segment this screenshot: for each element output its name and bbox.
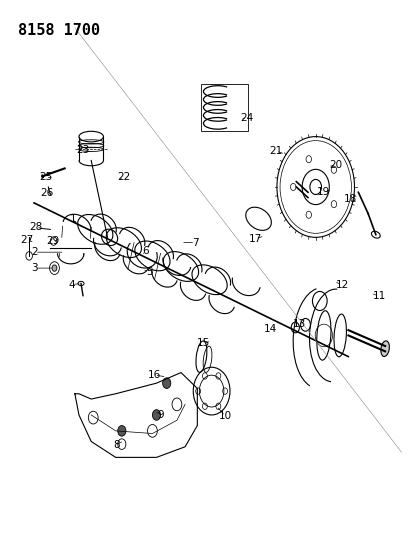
Text: 22: 22 xyxy=(117,172,130,182)
Text: 1: 1 xyxy=(69,214,76,224)
Circle shape xyxy=(52,265,57,271)
Text: 23: 23 xyxy=(76,145,90,155)
Text: 26: 26 xyxy=(41,188,54,198)
Text: 12: 12 xyxy=(336,280,349,290)
Text: 14: 14 xyxy=(264,324,277,334)
Circle shape xyxy=(152,410,161,420)
Text: 15: 15 xyxy=(197,338,210,349)
Text: 20: 20 xyxy=(330,160,343,169)
Text: 6: 6 xyxy=(142,246,148,256)
Text: 24: 24 xyxy=(240,113,254,123)
Text: 28: 28 xyxy=(30,222,43,232)
Text: 17: 17 xyxy=(249,234,262,244)
Text: 21: 21 xyxy=(270,146,283,156)
Text: 5: 5 xyxy=(146,267,152,277)
Text: 11: 11 xyxy=(372,291,386,301)
Text: 13: 13 xyxy=(293,319,306,329)
Text: 10: 10 xyxy=(219,411,232,421)
Text: 7: 7 xyxy=(192,238,199,248)
Ellipse shape xyxy=(381,341,389,357)
Circle shape xyxy=(163,378,171,389)
Text: 18: 18 xyxy=(344,193,357,204)
Text: 8: 8 xyxy=(113,440,120,450)
Text: 19: 19 xyxy=(317,187,330,197)
Text: 27: 27 xyxy=(20,235,33,245)
Text: 2: 2 xyxy=(32,247,38,257)
Text: 8158 1700: 8158 1700 xyxy=(18,22,100,38)
Text: 4: 4 xyxy=(68,279,75,289)
Text: 16: 16 xyxy=(148,370,161,380)
Text: 29: 29 xyxy=(46,236,59,246)
Text: 25: 25 xyxy=(39,172,52,182)
Text: 3: 3 xyxy=(32,263,38,273)
Text: 9: 9 xyxy=(157,410,164,420)
Circle shape xyxy=(118,425,126,436)
